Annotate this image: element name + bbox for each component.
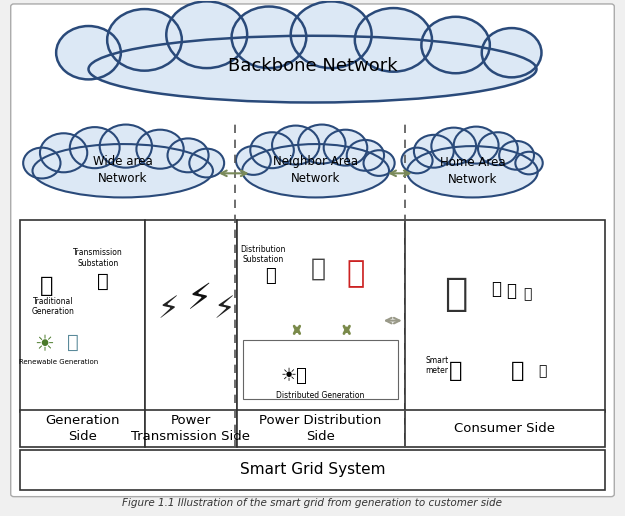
Text: Neighbor Area
Network: Neighbor Area Network [273,155,358,185]
Circle shape [236,146,271,175]
Circle shape [324,130,368,166]
Circle shape [168,138,209,172]
FancyBboxPatch shape [20,219,144,412]
Text: Backbone Network: Backbone Network [228,57,398,74]
Circle shape [23,148,61,179]
Circle shape [454,126,499,164]
Circle shape [347,140,384,171]
Text: ⚡: ⚡ [187,282,212,316]
Text: 🏙: 🏙 [311,256,326,280]
Text: Wide area
Network: Wide area Network [93,155,152,185]
Circle shape [272,125,319,165]
Ellipse shape [89,36,536,103]
Text: 🏠: 🏠 [347,259,365,288]
Circle shape [431,127,476,165]
Text: 🏠: 🏠 [444,275,468,313]
Circle shape [482,28,541,77]
Text: ☀: ☀ [34,335,54,355]
Circle shape [355,8,432,72]
Circle shape [166,2,247,68]
Text: 🚗: 🚗 [511,361,524,381]
Circle shape [40,133,88,172]
Text: ⚡: ⚡ [214,295,235,324]
Circle shape [421,17,490,73]
Text: Power Distribution
Side: Power Distribution Side [259,414,382,443]
Ellipse shape [32,144,213,198]
FancyBboxPatch shape [20,450,605,490]
Text: 🔌: 🔌 [539,364,547,378]
FancyBboxPatch shape [404,410,605,447]
FancyBboxPatch shape [144,219,237,412]
Circle shape [70,127,119,168]
FancyBboxPatch shape [20,410,144,447]
Ellipse shape [407,146,538,198]
Text: 🖥: 🖥 [507,282,517,300]
Circle shape [107,9,182,71]
FancyBboxPatch shape [237,219,404,412]
Text: Distribution
Substation: Distribution Substation [240,245,286,264]
Text: 🏛: 🏛 [265,267,276,285]
Text: Home Area
Network: Home Area Network [439,156,505,186]
Text: Traditional
Generation: Traditional Generation [32,297,74,316]
Circle shape [189,149,224,178]
Text: 🏭: 🏭 [40,276,54,296]
Text: Smart
meter: Smart meter [426,356,449,376]
FancyBboxPatch shape [11,4,614,496]
Text: 📟: 📟 [523,287,531,301]
Circle shape [232,7,306,68]
Circle shape [298,124,346,164]
Text: 🏛: 🏛 [97,271,109,291]
Text: Figure 1.1 Illustration of the smart grid from generation to customer side: Figure 1.1 Illustration of the smart gri… [122,498,503,508]
Circle shape [100,124,152,168]
Text: 💨: 💨 [67,333,79,352]
FancyBboxPatch shape [237,410,404,447]
Ellipse shape [242,144,389,198]
Circle shape [136,130,184,169]
Text: Power
Transmission Side: Power Transmission Side [131,414,250,443]
Circle shape [499,141,534,170]
Text: Transmission
Substation: Transmission Substation [73,248,122,268]
Text: 📱: 📱 [491,280,501,298]
Text: Consumer Side: Consumer Side [454,422,555,435]
FancyBboxPatch shape [242,340,398,399]
Text: ☀🌬: ☀🌬 [281,367,308,385]
FancyBboxPatch shape [144,410,237,447]
Text: Generation
Side: Generation Side [45,414,119,443]
Text: ⚡: ⚡ [158,295,179,324]
Text: ⏱: ⏱ [449,361,462,381]
FancyBboxPatch shape [404,219,605,412]
Circle shape [478,132,518,165]
Text: Distributed Generation: Distributed Generation [276,391,365,400]
Text: Smart Grid System: Smart Grid System [240,462,385,477]
Circle shape [250,132,294,168]
Circle shape [401,148,432,173]
Circle shape [56,26,121,79]
Circle shape [364,150,394,176]
Circle shape [414,135,454,168]
Circle shape [516,152,542,174]
Circle shape [291,2,372,68]
Text: Renewable Generation: Renewable Generation [19,359,98,365]
